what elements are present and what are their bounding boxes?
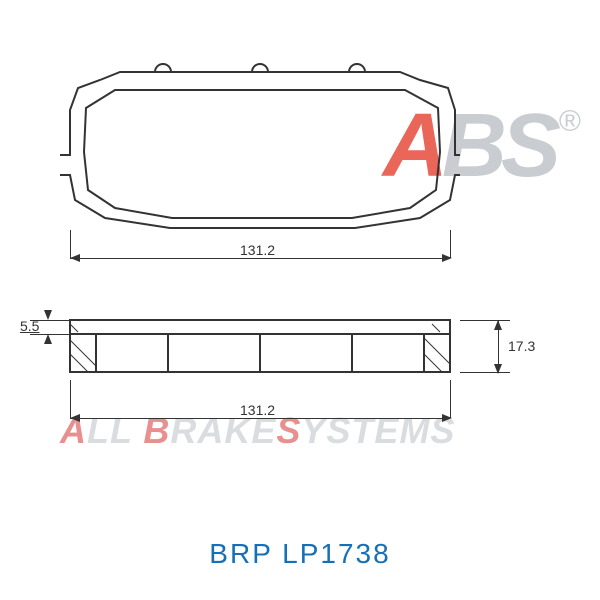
product-model: LP1738	[282, 538, 391, 569]
top-pad-outline	[60, 60, 460, 240]
product-brand: BRP	[209, 538, 272, 569]
dim-thickness-label: 5.5	[20, 318, 39, 334]
dim-side-height-label: 17.3	[508, 338, 535, 354]
product-label: BRP LP1738	[0, 538, 600, 570]
trademark-icon: ®	[559, 105, 575, 138]
side-pad-outline	[60, 310, 460, 390]
dim-bottom-width-label: 131.2	[240, 402, 275, 418]
dim-top-width-label: 131.2	[240, 242, 275, 258]
diagram-canvas: AABSBS® ALL BRAKESYSTEMS 131.2	[0, 0, 600, 600]
